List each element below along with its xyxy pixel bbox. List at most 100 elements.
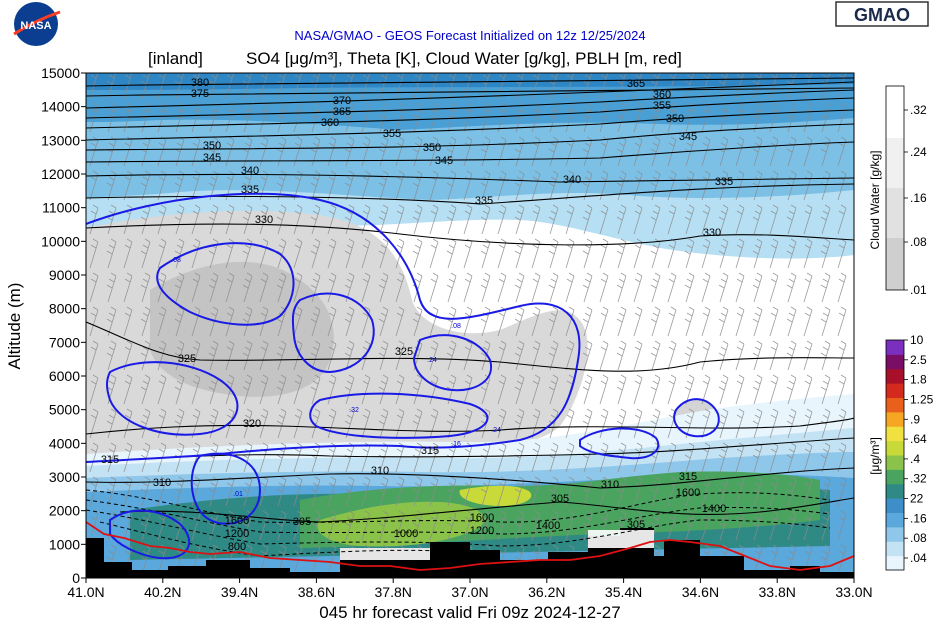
theta-contour-label: 320 bbox=[243, 418, 261, 430]
gmao-logo-text: GMAO bbox=[854, 5, 910, 25]
x-tick-label: 41.0N bbox=[67, 584, 104, 600]
y-tick-label: 4000 bbox=[49, 435, 80, 451]
y-tick-label: 3000 bbox=[49, 469, 80, 485]
theta-contour-305 bbox=[119, 497, 854, 523]
so4-colorbar-tick-label: .4 bbox=[910, 452, 920, 466]
theta-contour-label: 315 bbox=[101, 454, 119, 466]
so4-colorbar-segment bbox=[886, 498, 904, 513]
dashed-contour-2 bbox=[86, 499, 831, 535]
so4-contour-label: .16 bbox=[451, 441, 461, 448]
cloud-colorbar-tick-label: .08 bbox=[910, 235, 927, 249]
x-tick-label: 38.6N bbox=[298, 584, 335, 600]
so4-colorbar-segment bbox=[886, 455, 904, 470]
cloud-colorbar-tick-label: .16 bbox=[910, 191, 927, 205]
theta-contour-350 bbox=[86, 123, 854, 151]
dashed-contour-label: 1200 bbox=[225, 528, 249, 540]
theta-contour-label: 305 bbox=[627, 519, 645, 531]
y-tick-label: 12000 bbox=[41, 166, 80, 182]
y-tick-label: 13000 bbox=[41, 132, 80, 148]
so4-colorbar-tick-label: .08 bbox=[910, 531, 927, 545]
theta-contour-320 bbox=[86, 417, 854, 435]
theta-contour-365 bbox=[86, 89, 854, 119]
dashed-contour-label: 1600 bbox=[470, 512, 494, 524]
theta-contour-355 bbox=[86, 109, 854, 141]
theta-contour-label: 355 bbox=[653, 100, 671, 112]
theta-contour-label: 350 bbox=[423, 142, 441, 154]
theta-contour-label: 310 bbox=[153, 477, 171, 489]
x-tick-label: 34.6N bbox=[682, 584, 719, 600]
so4-colorbar-segment bbox=[886, 397, 904, 413]
cloud-colorbar-frame bbox=[885, 85, 905, 291]
y-tick-label: 2000 bbox=[49, 503, 80, 519]
x-tick-label: 39.4N bbox=[221, 584, 258, 600]
dashed-contour-label: 1000 bbox=[394, 528, 418, 540]
y-tick-label: 7000 bbox=[49, 334, 80, 350]
theta-contour-label: 335 bbox=[475, 195, 493, 207]
dashed-contour-label: 1600 bbox=[676, 487, 700, 499]
so4-colorbar-segment bbox=[886, 383, 904, 398]
x-tick-label: 37.0N bbox=[451, 584, 488, 600]
theta-contour-label: 330 bbox=[255, 214, 273, 226]
x-tick-label: 36.2N bbox=[528, 584, 565, 600]
so4-contour-label: .08 bbox=[451, 323, 461, 330]
title-variables: SO4 [μg/m³], Theta [K], Cloud Water [g/k… bbox=[246, 49, 682, 68]
theta-contour-label: 305 bbox=[293, 516, 311, 528]
nasa-logo: NASA bbox=[13, 2, 61, 46]
y-tick-label: 8000 bbox=[49, 301, 80, 317]
x-axis: 41.0N 40.2N 39.4N 38.6N 37.8N 37.0N 36.2N 35.4N… bbox=[67, 578, 873, 600]
so4-colorbar-tick-label: .32 bbox=[910, 472, 927, 486]
so4-colorbar-tick-label: .16 bbox=[910, 511, 927, 525]
y-tick-label: 0 bbox=[72, 570, 80, 586]
theta-contour-label: 325 bbox=[178, 353, 196, 365]
wind-barbs bbox=[86, 73, 854, 578]
so4-colorbar-segment bbox=[886, 411, 904, 427]
so4-colorbar-segment bbox=[886, 512, 904, 528]
so4-colorbar-tick-label: 2.5 bbox=[910, 353, 927, 367]
so4-colorbar-tick-label: 10 bbox=[910, 333, 924, 347]
theta-contour-label: 340 bbox=[241, 165, 259, 177]
dashed-contour-1 bbox=[86, 489, 831, 523]
so4-colorbar-segment bbox=[886, 426, 904, 442]
cloud-colorbar-seg-4 bbox=[886, 238, 904, 290]
theta-contour-label: 360 bbox=[653, 89, 671, 101]
terrain-gaps bbox=[340, 530, 654, 560]
nasa-logo-text: NASA bbox=[20, 20, 51, 32]
x-tick-label: 37.8N bbox=[375, 584, 412, 600]
so4-contour-right-low bbox=[579, 427, 660, 460]
nasa-logo-disc bbox=[14, 2, 58, 46]
theta-contour-label: 370 bbox=[333, 95, 351, 107]
x-tick-label: 40.2N bbox=[144, 584, 181, 600]
so4-colorbar: [μg/m³] .04 .08 .16 22 .32 .4 .64 .9 1.25 1.8 2.5 1… bbox=[868, 333, 934, 571]
theta-contour-label: 335 bbox=[715, 176, 733, 188]
so4-contour-inner-e bbox=[309, 392, 489, 439]
so4-colorbar-segment bbox=[886, 354, 904, 370]
theta-contour-360 bbox=[86, 97, 854, 129]
gmao-logo-box bbox=[835, 1, 929, 27]
cloud-colorbar-tick-label: .32 bbox=[910, 103, 927, 117]
so4-contour-inner-d bbox=[106, 361, 239, 436]
y-axis: 0 1000 2000 3000 4000 5000 6000 7000 8000 9000 100… bbox=[41, 65, 86, 586]
so4-contour-labels: .08 .08 .24 .32 .24 .16 .01 bbox=[171, 257, 501, 498]
dashed-contour-label: 1600 bbox=[225, 515, 249, 527]
cloud-water-colorbar: Cloud Water [g/kg] .01 .08 .16 .24 .32 bbox=[868, 85, 927, 297]
theta-contour-340 bbox=[86, 173, 854, 183]
theta-contour-label: 330 bbox=[703, 227, 721, 239]
dashed-contour-3 bbox=[86, 509, 831, 547]
so4-colorbar-tick-label: .64 bbox=[910, 432, 927, 446]
dashed-contour-label: 1200 bbox=[470, 525, 494, 537]
theta-contour-label: 380 bbox=[191, 77, 209, 89]
y-tick-label: 6000 bbox=[49, 368, 80, 384]
so4-colorbar-tick-label: 22 bbox=[910, 492, 924, 506]
suptitle: NASA/GMAO - GEOS Forecast Initialized on… bbox=[294, 28, 645, 43]
so4-contour-outer bbox=[86, 192, 581, 463]
so4-colorbar-segment bbox=[886, 541, 904, 557]
so4-colorbar-frame bbox=[885, 339, 905, 571]
theta-contour-label: 345 bbox=[435, 155, 453, 167]
pblh-line bbox=[86, 521, 854, 571]
so4-colorbar-tick-label: .9 bbox=[910, 412, 920, 426]
theta-contour-325 bbox=[86, 321, 854, 372]
theta-contour-label: 315 bbox=[679, 471, 697, 483]
so4-contour-label: .08 bbox=[171, 257, 181, 264]
